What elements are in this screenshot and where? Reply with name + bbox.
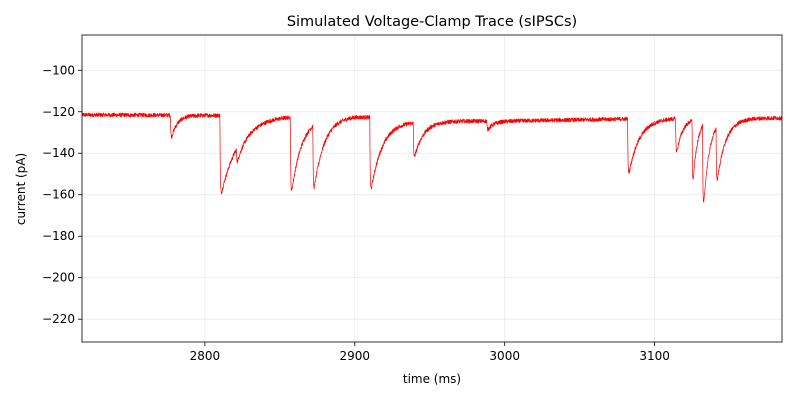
x-tick-label: 3000 xyxy=(489,349,520,363)
y-tick-label: −100 xyxy=(42,63,75,77)
chart-title: Simulated Voltage-Clamp Trace (sIPSCs) xyxy=(287,14,577,30)
x-tick-label: 3100 xyxy=(639,349,670,363)
y-tick-label: −200 xyxy=(42,271,75,285)
plot-frame xyxy=(81,34,783,343)
y-tick-label: −220 xyxy=(42,312,75,326)
y-tick-label: −140 xyxy=(42,146,75,160)
x-tick-label: 2900 xyxy=(340,349,371,363)
grid xyxy=(82,35,782,342)
current-trace xyxy=(82,112,782,203)
trace-layer xyxy=(82,112,782,203)
y-tick-label: −180 xyxy=(42,229,75,243)
x-tick-label: 2800 xyxy=(190,349,221,363)
y-tick-label: −120 xyxy=(42,105,75,119)
axis-ticks: 2800 2900 3000 3100 −220 −200 −180 −160 −140 −120… xyxy=(42,63,670,363)
x-axis-label: time (ms) xyxy=(403,372,461,386)
y-tick-label: −160 xyxy=(42,188,75,202)
y-axis-label: current (pA) xyxy=(14,153,28,225)
